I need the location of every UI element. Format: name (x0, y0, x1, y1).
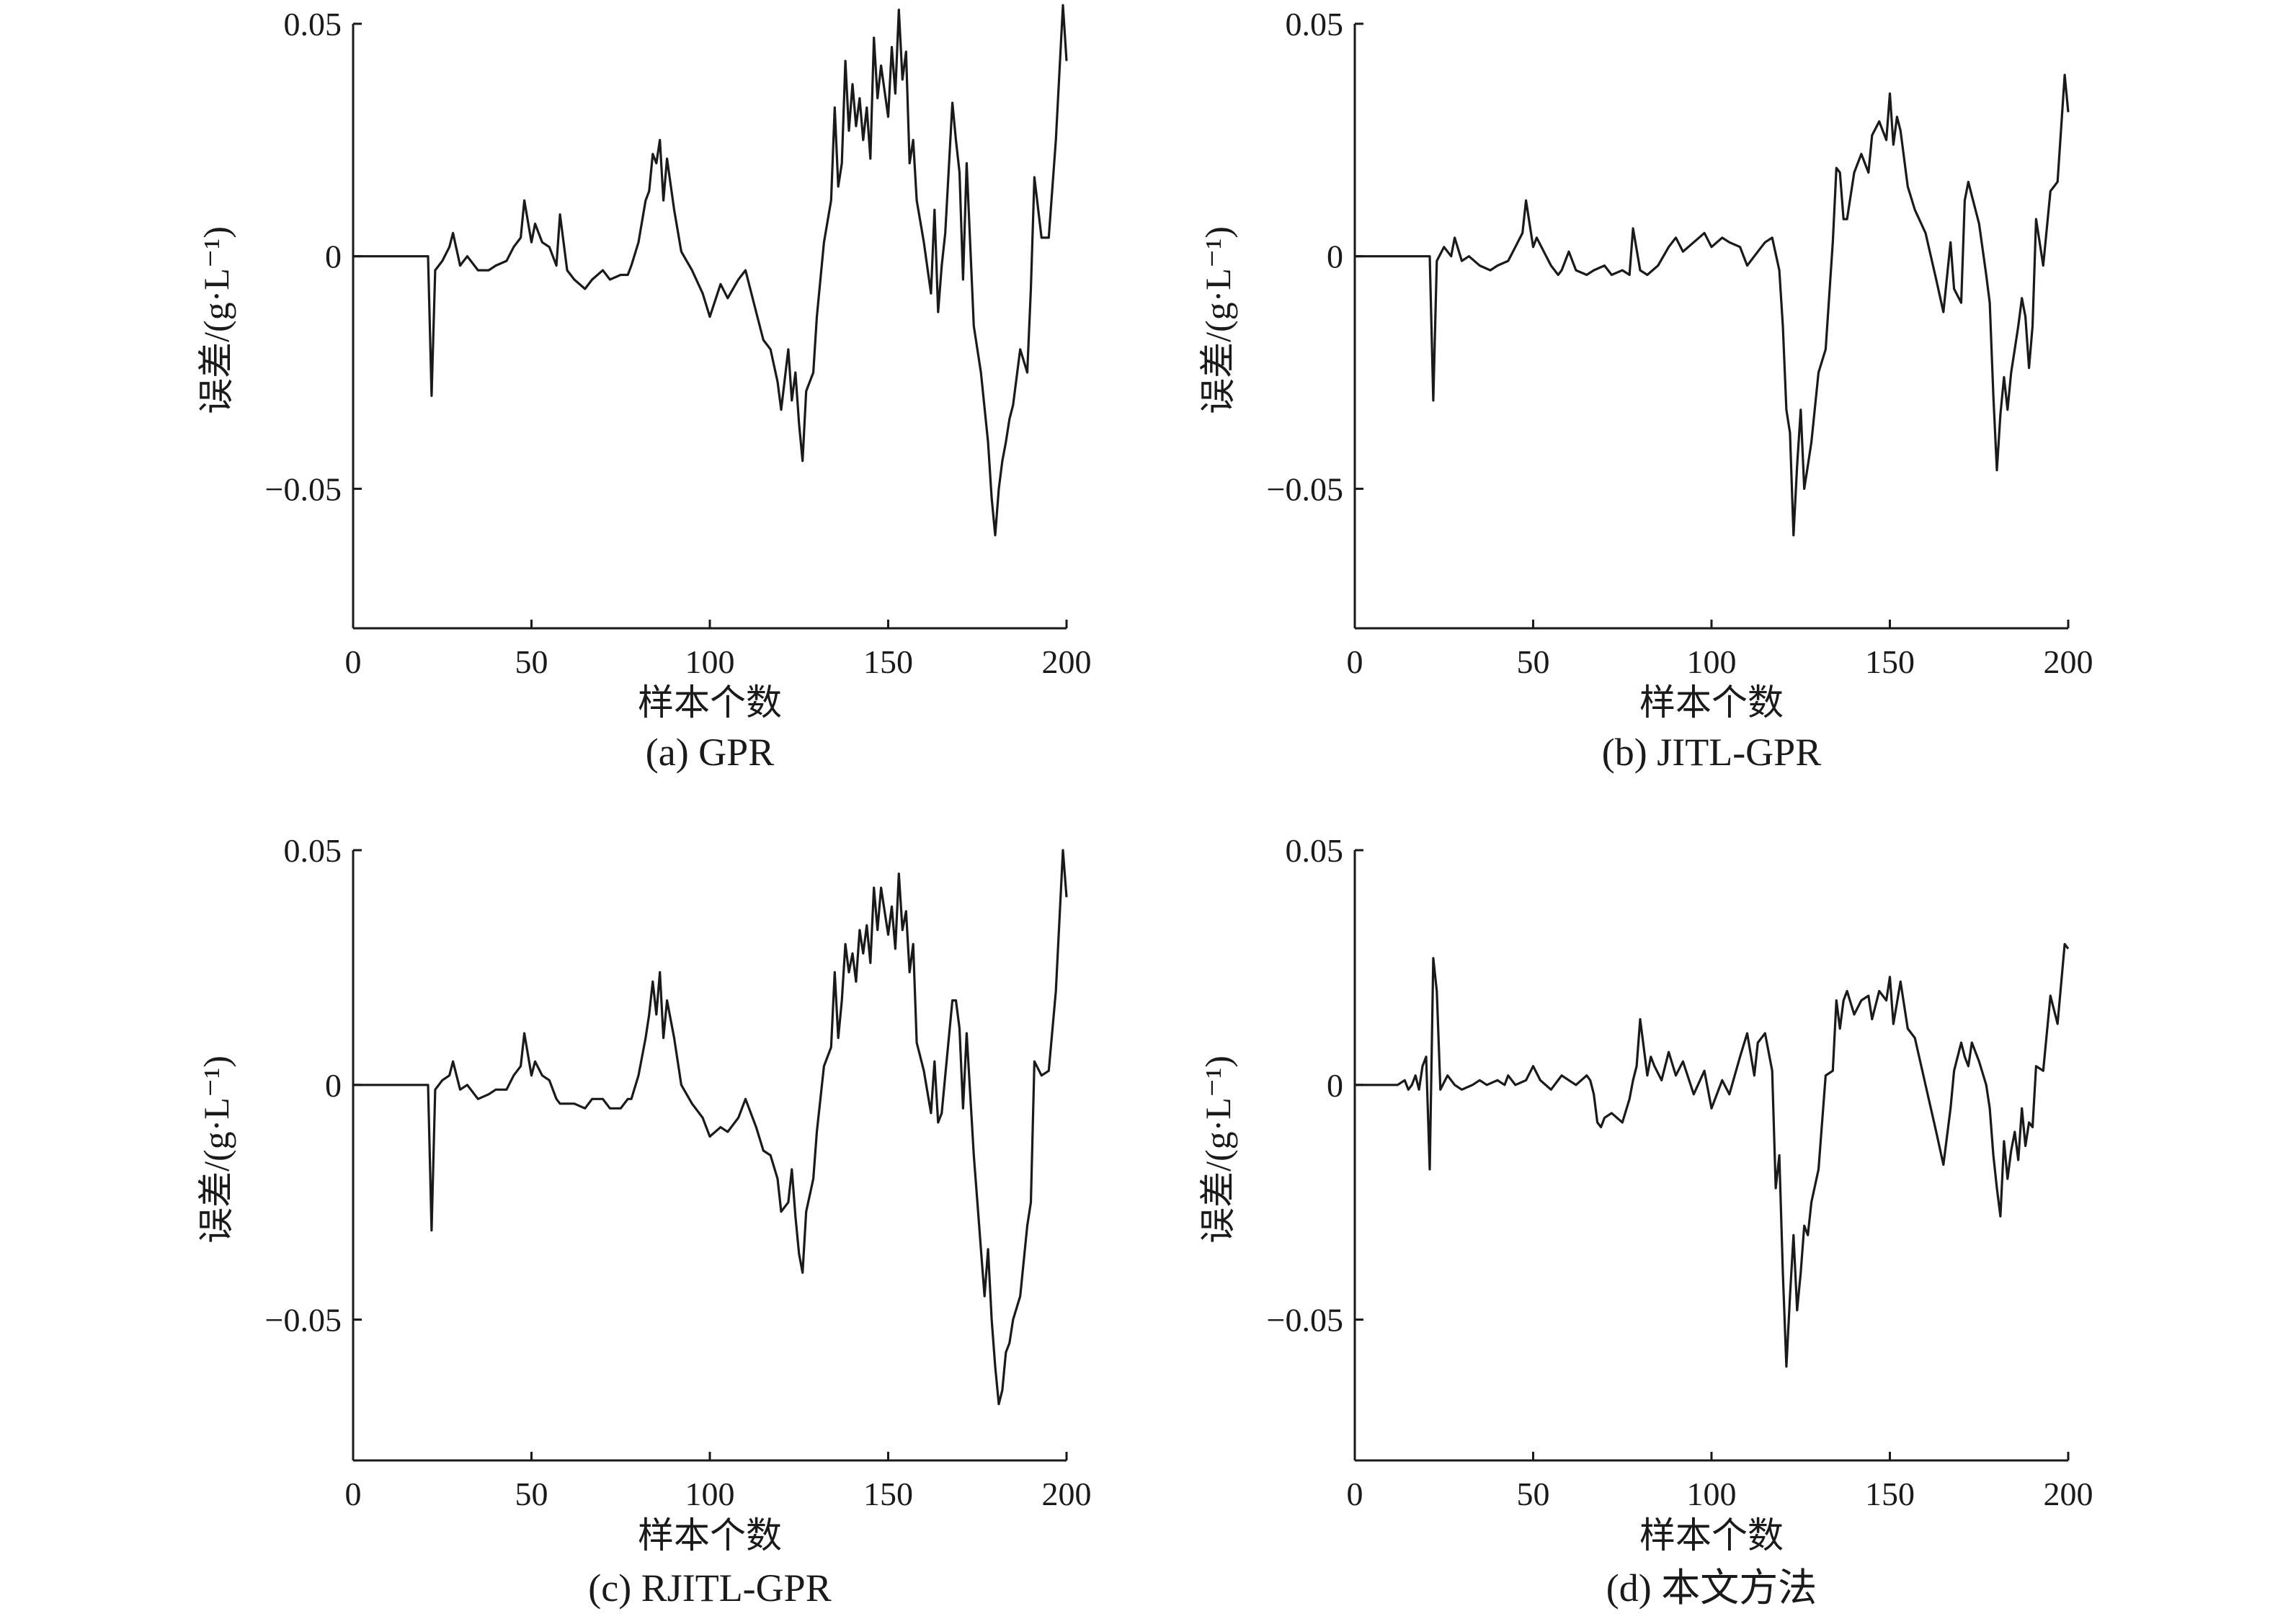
y-tick-label: −0.05 (1267, 470, 1343, 507)
y-tick-label: 0 (1327, 238, 1343, 275)
y-tick-label: 0 (325, 1067, 342, 1104)
y-tick-label: 0.05 (284, 832, 342, 869)
x-axis-title: 样本个数 (638, 1515, 782, 1556)
error-series-line (353, 4, 1068, 537)
x-tick-label: 0 (1347, 643, 1363, 680)
y-axis-title: 误差/(g·L⁻¹) (1198, 226, 1238, 414)
panel-caption: (c) RJITL-GPR (588, 1566, 831, 1610)
panel-caption: (a) GPR (646, 731, 774, 774)
x-tick-label: 200 (2044, 643, 2093, 680)
x-tick-label: 0 (345, 643, 362, 680)
y-tick-label: 0.05 (284, 6, 342, 43)
x-tick-label: 50 (515, 1476, 548, 1512)
y-axis-title: 误差/(g·L⁻¹) (1198, 1056, 1238, 1244)
x-tick-label: 0 (1347, 1476, 1363, 1512)
chart-panel: 0 50 100 150 200 0.05 0 −0.05 样本个数 误差/(g·L⁻¹) (c) … (196, 832, 1092, 1610)
y-axis-title: 误差/(g·L⁻¹) (196, 1056, 236, 1244)
chart-panel: 0 50 100 150 200 0.05 0 −0.05 样本个数 误差/(g·L⁻¹) (b) … (1198, 6, 2093, 774)
x-tick-label: 150 (1865, 643, 1915, 680)
y-tick-label: −0.05 (1267, 1302, 1343, 1339)
error-series-line (353, 849, 1068, 1406)
x-tick-label: 200 (1042, 1476, 1092, 1512)
x-tick-label: 100 (1687, 643, 1737, 680)
x-tick-label: 50 (1517, 1476, 1550, 1512)
x-axis-title: 样本个数 (1639, 1515, 1784, 1556)
chart-panel: 0 50 100 150 200 0.05 0 −0.05 样本个数 误差/(g·L⁻¹) (d) … (1198, 832, 2093, 1610)
x-tick-label: 50 (1517, 643, 1550, 680)
error-series-line (1355, 73, 2070, 537)
x-tick-label: 150 (863, 643, 913, 680)
y-tick-label: −0.05 (265, 1302, 342, 1339)
panel-caption: (d) 本文方法 (1606, 1566, 1817, 1610)
x-tick-label: 100 (685, 643, 735, 680)
y-tick-label: 0 (325, 238, 342, 275)
y-tick-label: −0.05 (265, 470, 342, 507)
y-tick-label: 0.05 (1286, 6, 1344, 43)
x-axis-title: 样本个数 (1639, 682, 1784, 723)
x-tick-label: 200 (2044, 1476, 2093, 1512)
chart-panel: 0 50 100 150 200 0.05 0 −0.05 样本个数 误差/(g·L⁻¹) (a) … (196, 4, 1092, 774)
x-axis-title: 样本个数 (638, 682, 782, 723)
x-tick-label: 50 (515, 643, 548, 680)
x-tick-label: 100 (685, 1476, 735, 1512)
panel-caption: (b) JITL-GPR (1602, 731, 1821, 774)
y-axis-title: 误差/(g·L⁻¹) (196, 226, 236, 414)
x-tick-label: 150 (1865, 1476, 1915, 1512)
x-tick-label: 100 (1687, 1476, 1737, 1512)
y-tick-label: 0 (1327, 1067, 1343, 1104)
x-tick-label: 200 (1042, 643, 1092, 680)
y-tick-label: 0.05 (1286, 832, 1344, 869)
x-tick-label: 0 (345, 1476, 362, 1512)
x-tick-label: 150 (863, 1476, 913, 1512)
error-series-line (1355, 942, 2070, 1368)
